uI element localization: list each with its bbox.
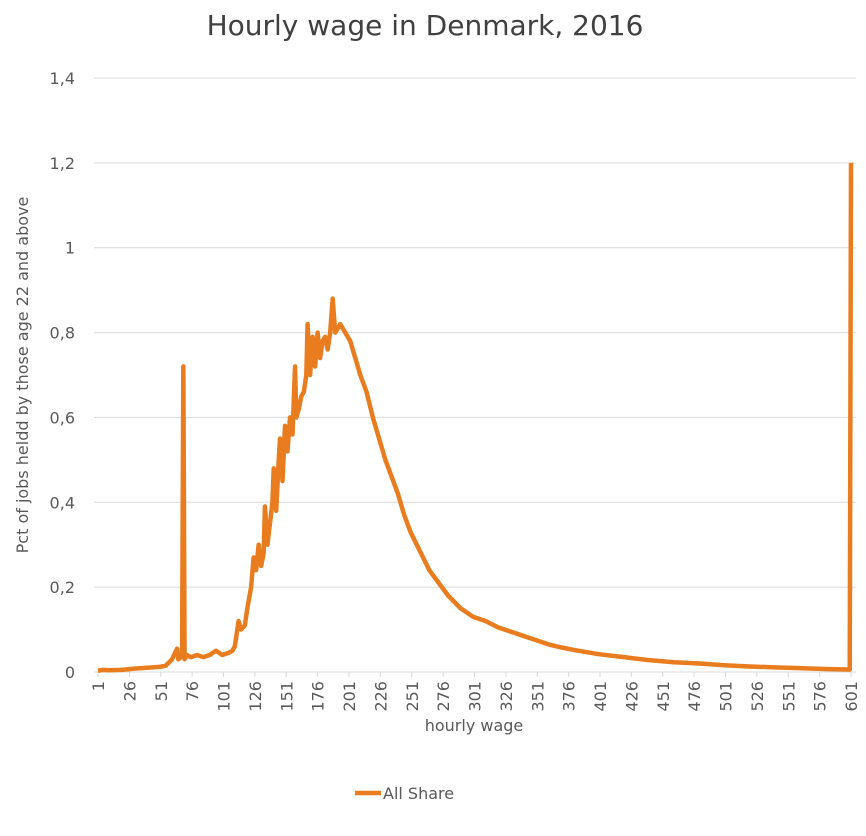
x-tick-label: 201 bbox=[340, 681, 359, 712]
x-tick-label: 576 bbox=[811, 681, 830, 712]
y-axis-label: Pct of jobs heldd by those age 22 and ab… bbox=[13, 197, 32, 554]
x-tick-label: 26 bbox=[120, 681, 139, 701]
x-tick-label: 376 bbox=[560, 681, 579, 712]
x-tick-label: 126 bbox=[246, 681, 265, 712]
x-tick-label: 501 bbox=[717, 681, 736, 712]
x-tick-label: 401 bbox=[591, 681, 610, 712]
x-tick-label: 226 bbox=[371, 681, 390, 712]
x-tick-label: 101 bbox=[215, 681, 234, 712]
y-tick-label: 0,6 bbox=[50, 408, 75, 427]
y-tick-label: 0,4 bbox=[50, 493, 75, 512]
y-tick-label: 1 bbox=[65, 239, 75, 258]
x-tick-label: 301 bbox=[466, 681, 485, 712]
y-tick-label: 1,2 bbox=[50, 154, 75, 173]
y-tick-label: 1,4 bbox=[50, 69, 75, 88]
x-tick-label: 601 bbox=[842, 681, 861, 712]
x-tick-label: 551 bbox=[779, 681, 798, 712]
x-tick-label: 451 bbox=[654, 681, 673, 712]
chart-title: Hourly wage in Denmark, 2016 bbox=[207, 9, 644, 42]
x-tick-label: 526 bbox=[748, 681, 767, 712]
x-tick-label: 426 bbox=[622, 681, 641, 712]
x-tick-label: 176 bbox=[309, 681, 328, 712]
y-tick-label: 0,8 bbox=[50, 324, 75, 343]
x-tick-label: 1 bbox=[89, 681, 108, 691]
x-tick-label: 326 bbox=[497, 681, 516, 712]
x-axis-label: hourly wage bbox=[425, 716, 524, 735]
x-tick-label: 351 bbox=[528, 681, 547, 712]
x-tick-label: 151 bbox=[277, 681, 296, 712]
x-tick-label: 76 bbox=[183, 681, 202, 701]
y-tick-label: 0,2 bbox=[50, 578, 75, 597]
x-tick-label: 276 bbox=[434, 681, 453, 712]
x-tick-label: 476 bbox=[685, 681, 704, 712]
x-tick-label: 51 bbox=[152, 681, 171, 701]
x-tick-label: 251 bbox=[403, 681, 422, 712]
y-tick-label: 0 bbox=[65, 663, 75, 682]
legend-label: All Share bbox=[383, 784, 454, 803]
data-line bbox=[97, 162, 854, 673]
